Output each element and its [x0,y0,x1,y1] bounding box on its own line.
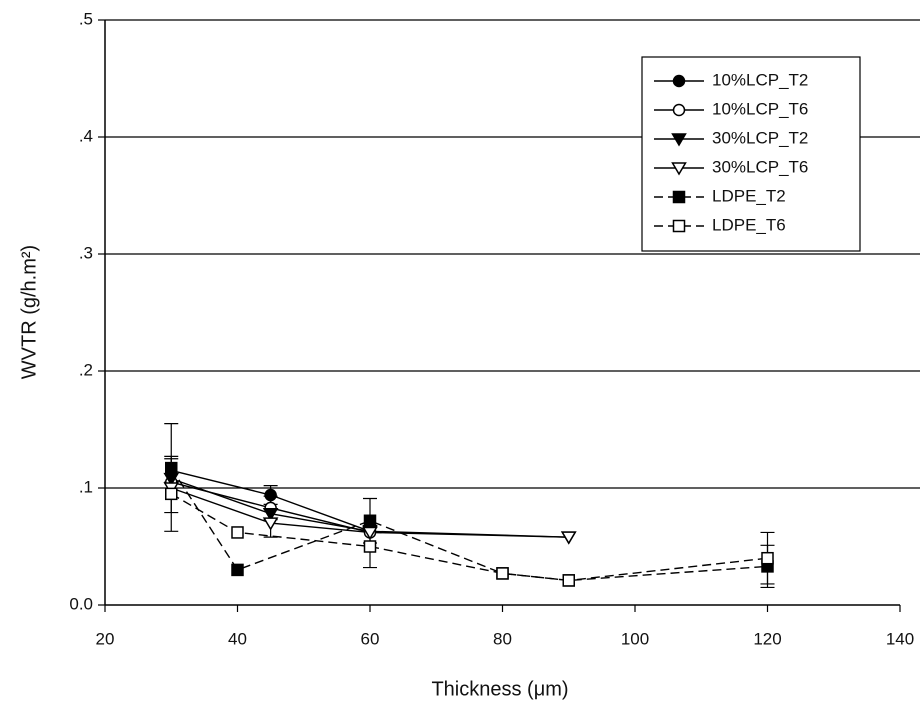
y-tick-label: 0.0 [69,594,93,613]
point [165,461,178,475]
x-tick-label: 80 [493,629,512,648]
legend-marker [671,133,687,147]
legend-label: 10%LCP_T6 [712,99,808,118]
x-tick-label: 140 [886,629,914,648]
point [262,507,279,522]
legend-label: 30%LCP_T2 [712,128,808,147]
y-tick-label: .4 [79,126,93,145]
x-tick-label: 60 [361,629,380,648]
point [363,540,377,553]
legend-label: LDPE_T2 [712,186,786,205]
y-tick-label: .1 [79,477,93,496]
series-line [170,493,768,582]
legend-marker [672,103,686,117]
x-tick-label: 120 [753,629,781,648]
x-tick-label: 20 [96,629,115,648]
series-line [171,487,569,538]
point [560,531,577,545]
legend-marker [671,162,687,176]
legend-label: LDPE_T6 [712,215,786,234]
legend-label: 30%LCP_T6 [712,157,808,176]
y-tick-label: .3 [79,243,93,262]
legend-label: 10%LCP_T2 [712,70,808,89]
y-tick-label: .2 [79,360,93,379]
point [264,488,277,502]
point [363,514,377,528]
point [231,563,244,577]
y-axis-title: WVTR (g/h.m²) [18,245,40,379]
legend-marker [672,190,686,204]
y-tick-label: .5 [79,9,93,28]
point [761,551,774,565]
point [496,567,509,580]
point [262,517,279,531]
x-axis-title: Thickness (μm) [431,678,568,700]
point [165,487,178,501]
legend-marker [672,219,686,233]
point [562,574,575,587]
legend-box [641,56,861,252]
x-tick-label: 40 [228,629,247,648]
legend-marker [672,74,686,88]
point [362,526,378,540]
point [231,526,244,539]
series-line [170,467,768,582]
x-tick-label: 100 [621,629,649,648]
